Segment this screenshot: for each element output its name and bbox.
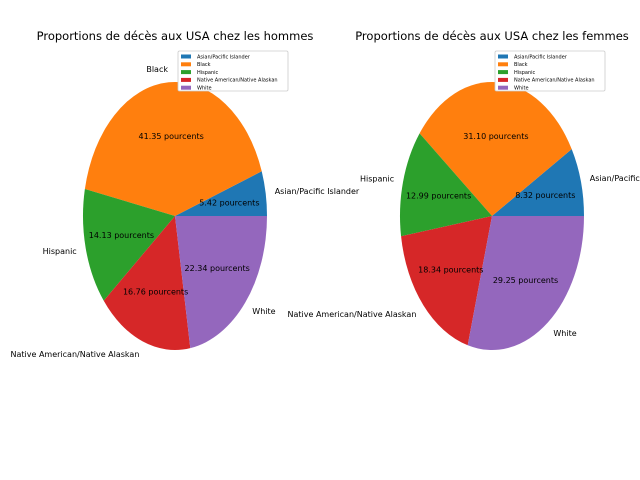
- legend-swatch-hispanic: [181, 70, 191, 75]
- pie-slices: [399, 82, 584, 351]
- legend-label-asian-pacific-islander: Asian/Pacific Islander: [514, 54, 568, 60]
- slice-white: [467, 216, 584, 351]
- slice-asian-pacific-islander: [492, 149, 584, 216]
- value-labels: 8.32 pourcents 31.10 pourcents 12.99 pourc…: [406, 132, 575, 285]
- legend-label-black: Black: [197, 62, 211, 68]
- legend-box: [494, 50, 606, 92]
- slice-hispanic: [83, 188, 175, 301]
- legend-label-hispanic: Hispanic: [514, 70, 536, 76]
- slice-native-american-native-alaskan: [401, 216, 492, 346]
- legend-box: [177, 50, 289, 92]
- pie-chart-femmes: Proportions de décès aux USA chez les fe…: [288, 29, 640, 351]
- slice-label-native-american-native-alaskan: Native American/Native Alaskan: [11, 350, 140, 359]
- value-label-hispanic: 14.13 pourcents: [89, 231, 154, 240]
- slice-label-native-american-native-alaskan: Native American/Native Alaskan: [288, 310, 417, 319]
- pie-slices: [83, 81, 268, 350]
- legend-label-hispanic: Hispanic: [197, 70, 219, 76]
- slice-label-asian-pacific-islander: Asian/Pacific Islander: [590, 174, 640, 183]
- value-label-hispanic: 12.99 pourcents: [406, 192, 471, 201]
- legend: Asian/Pacific Islander Black Hispanic Nativ…: [177, 50, 289, 92]
- slice-label-asian-pacific-islander: Asian/Pacific Islander: [275, 187, 360, 196]
- slice-label-white: White: [252, 307, 275, 316]
- value-label-asian-pacific-islander: 8.32 pourcents: [515, 191, 575, 200]
- legend-swatch-black: [181, 62, 191, 67]
- value-label-native-american-native-alaskan: 16.76 pourcents: [123, 287, 188, 296]
- slice-asian-pacific-islander: [175, 171, 268, 216]
- chart-title: Proportions de décès aux USA chez les ho…: [37, 29, 314, 43]
- legend-label-native-american-native-alaskan: Native American/Native Alaskan: [197, 78, 278, 84]
- slice-label-black: Black: [146, 65, 168, 74]
- legend-swatch-white: [181, 85, 191, 90]
- slice-black: [84, 81, 262, 216]
- pie-chart-hommes: Proportions de décès aux USA chez les ho…: [11, 29, 360, 359]
- legend-swatch-native-american-native-alaskan: [498, 77, 508, 82]
- legend-label-native-american-native-alaskan: Native American/Native Alaskan: [514, 78, 595, 84]
- legend-swatch-black: [498, 62, 508, 67]
- value-label-native-american-native-alaskan: 18.34 pourcents: [418, 266, 483, 275]
- legend-label-black: Black: [514, 62, 528, 68]
- value-labels: 5.42 pourcents 41.35 pourcents 14.13 pourc…: [89, 132, 260, 296]
- slice-labels: Asian/Pacific Islander Black Hispanic Nativ…: [11, 65, 360, 359]
- slice-label-white: White: [553, 329, 576, 338]
- legend-swatch-asian-pacific-islander: [498, 54, 508, 59]
- legend-swatch-native-american-native-alaskan: [181, 77, 191, 82]
- legend-label-white: White: [514, 86, 529, 92]
- slice-label-hispanic: Hispanic: [43, 247, 77, 256]
- slice-label-hispanic: Hispanic: [360, 175, 394, 184]
- legend: Asian/Pacific Islander Black Hispanic Nativ…: [494, 50, 606, 92]
- slice-white: [175, 216, 267, 349]
- legend-label-asian-pacific-islander: Asian/Pacific Islander: [197, 54, 251, 60]
- value-label-asian-pacific-islander: 5.42 pourcents: [199, 198, 259, 207]
- slice-black: [419, 82, 572, 216]
- slice-hispanic: [399, 133, 492, 237]
- chart-title: Proportions de décès aux USA chez les fe…: [355, 29, 629, 43]
- legend-swatch-white: [498, 85, 508, 90]
- value-label-white: 29.25 pourcents: [493, 276, 558, 285]
- legend-label-white: White: [197, 86, 212, 92]
- value-label-white: 22.34 pourcents: [185, 264, 250, 273]
- slice-native-american-native-alaskan: [103, 216, 191, 350]
- value-label-black: 31.10 pourcents: [463, 132, 528, 141]
- value-label-black: 41.35 pourcents: [139, 132, 204, 141]
- legend-swatch-asian-pacific-islander: [181, 54, 191, 59]
- legend-swatch-hispanic: [498, 70, 508, 75]
